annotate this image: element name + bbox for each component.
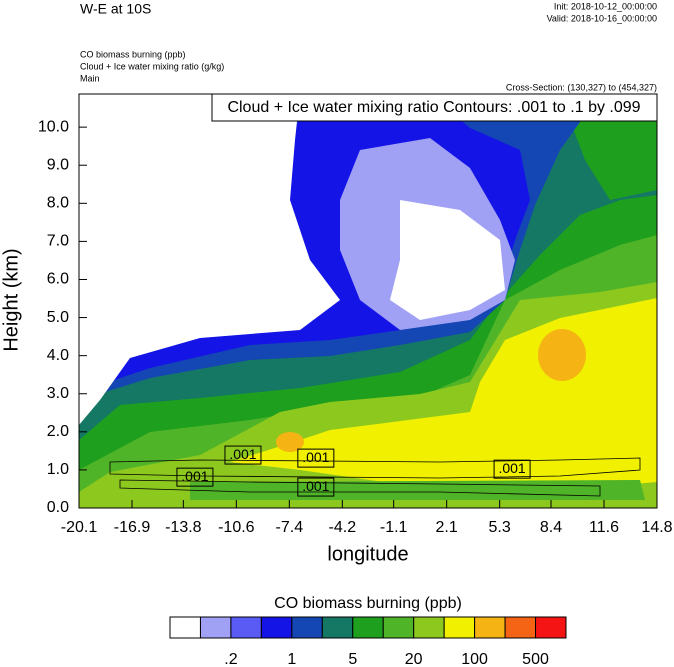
colorbar-swatch	[382, 616, 415, 639]
x-axis-title: longitude	[327, 543, 408, 565]
x-tick-label: 2.1	[436, 519, 458, 536]
colorbar-title: CO biomass burning (ppb)	[274, 595, 462, 612]
x-tick-label: -20.1	[61, 519, 98, 536]
field-name: CO biomass burning (ppb)	[80, 49, 186, 59]
y-tick-label: 4.0	[47, 347, 69, 364]
colorbar-swatch	[474, 616, 506, 639]
x-tick-label: -1.1	[380, 519, 408, 536]
init-time: Init: 2018-10-12_00:00:00	[554, 1, 657, 11]
colorbar-label: 500	[522, 651, 549, 667]
contour-label: .001	[181, 468, 208, 484]
y-tick-label: 2.0	[47, 423, 69, 440]
x-tick-label: 5.3	[489, 519, 511, 536]
colorbar-label: 20	[405, 651, 423, 667]
colorbar-label: 1	[287, 651, 296, 667]
x-tick-label: -10.6	[218, 519, 255, 536]
colorbar-label: 100	[461, 651, 488, 667]
contour-title: Cloud + Ice water mixing ratio Contours:…	[227, 99, 640, 116]
field-name: Main	[80, 73, 100, 83]
colorbar-label: .2	[224, 651, 237, 667]
colorbar-swatch	[443, 616, 476, 639]
colorbar-swatch	[260, 616, 293, 639]
y-tick-label: 1.0	[47, 461, 69, 478]
y-tick-label: 9.0	[47, 156, 69, 173]
x-tick-label: -4.2	[329, 519, 357, 536]
contour-lines	[109, 457, 641, 497]
contour-label-box	[176, 467, 214, 487]
y-tick-label: 5.0	[47, 309, 69, 326]
filled-contours	[79, 94, 657, 508]
y-tick-label: 3.0	[47, 385, 69, 402]
y-tick-label: 6.0	[47, 271, 69, 288]
colorbar-swatch	[413, 616, 445, 639]
cross-section: Cross-Section: (130,327) to (454,327)	[506, 82, 657, 92]
page-title: W-E at 10S	[80, 1, 151, 17]
contour-label-box	[224, 445, 262, 465]
contour-label-box	[493, 459, 531, 479]
x-tick-label: 14.8	[641, 519, 672, 536]
field-name: Cloud + Ice water mixing ratio (g/kg)	[80, 61, 224, 71]
contour-label: .001	[302, 478, 329, 494]
contour-label: .001	[302, 449, 329, 465]
y-tick-label: 10.0	[38, 118, 69, 135]
x-tick-label: -7.4	[276, 519, 304, 536]
valid-time: Valid: 2018-10-16_00:00:00	[547, 13, 657, 23]
colorbar-swatch	[321, 616, 354, 639]
y-tick-label: 8.0	[47, 195, 69, 212]
x-tick-label: 11.6	[589, 519, 619, 536]
x-tick-label: -13.8	[165, 519, 202, 536]
contour-title-box	[211, 93, 658, 122]
contour-label-box	[297, 477, 335, 497]
colorbar-swatch	[230, 616, 262, 639]
contour-label-box	[297, 448, 335, 468]
colorbar-swatch	[504, 616, 537, 639]
contour-label: .001	[229, 446, 256, 462]
colorbar-swatch	[199, 616, 232, 639]
y-tick-label: 0.0	[47, 499, 69, 516]
y-axis-title: Height (km)	[0, 248, 22, 351]
y-tick-label: 7.0	[47, 233, 69, 250]
colorbar-swatch	[169, 616, 201, 639]
x-tick-label: 8.4	[540, 519, 562, 536]
colorbar-swatch	[291, 616, 323, 639]
colorbar-label: 5	[348, 651, 357, 667]
colorbar-swatch	[535, 616, 567, 639]
colorbar-swatch	[352, 616, 384, 639]
contour-label: .001	[498, 460, 525, 476]
x-tick-label: -16.9	[114, 519, 151, 536]
